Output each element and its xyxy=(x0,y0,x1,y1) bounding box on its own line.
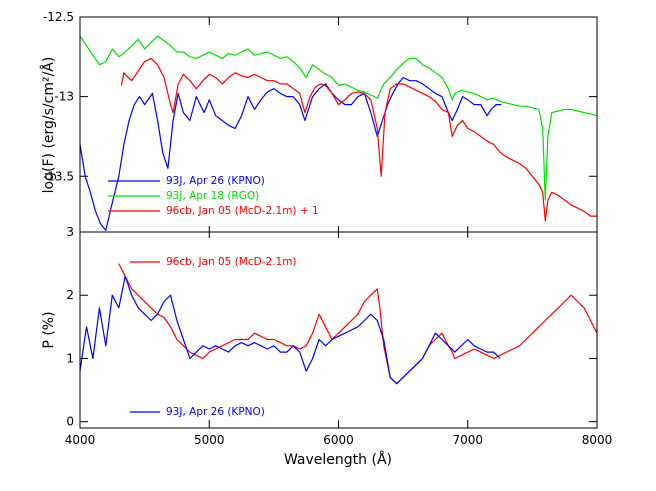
polarization-series-1 xyxy=(80,275,501,385)
xtick-label-1: 5000 xyxy=(194,433,225,447)
flux-ytick-label-1: -13 xyxy=(54,90,74,104)
polarization-ytick-label-2: 2 xyxy=(66,288,74,302)
xtick-label-3: 7000 xyxy=(452,433,483,447)
x-axis-label: Wavelength (Å) xyxy=(284,451,392,468)
flux-legend: 93J, Apr 26 (KPNO) 93J, Apr 18 (RGO) 96cb,… xyxy=(108,175,319,217)
flux-series-1 xyxy=(80,35,597,201)
flux-legend-label-1: 93J, Apr 18 (RGO) xyxy=(166,190,259,202)
polarization-ytick-label-3: 3 xyxy=(66,225,74,239)
top-y-axis-label: log(F) (erg/s/cm²/Å) xyxy=(40,57,57,194)
flux-series-group xyxy=(80,35,597,231)
polarization-series-group xyxy=(80,263,597,385)
polarization-panel: 96cb, Jan 05 (McD-2.1m) 93J, Apr 26 (KPNO… xyxy=(66,225,598,429)
flux-y-ticks: -12.5 -13 -13.5 xyxy=(43,10,597,183)
flux-legend-label-0: 93J, Apr 26 (KPNO) xyxy=(166,175,265,187)
flux-ytick-label-0: -12.5 xyxy=(43,10,74,24)
flux-series-2 xyxy=(120,57,597,222)
flux-series-0 xyxy=(80,76,502,231)
polarization-y-ticks: 0 1 2 3 xyxy=(66,225,597,429)
flux-legend-label-2: 96cb, Jan 05 (McD-2.1m) + 1 xyxy=(166,205,319,217)
polarization-ytick-label-1: 1 xyxy=(66,351,74,365)
flux-panel-frame xyxy=(79,16,598,233)
bottom-y-axis-label: P (%) xyxy=(41,311,57,348)
xtick-label-0: 4000 xyxy=(65,433,96,447)
polarization-series-0 xyxy=(118,263,597,385)
polarization-legend: 96cb, Jan 05 (McD-2.1m) 93J, Apr 26 (KPNO… xyxy=(130,256,297,418)
polarization-ytick-label-0: 0 xyxy=(66,415,74,429)
xtick-label-2: 6000 xyxy=(323,433,354,447)
xtick-label-4: 8000 xyxy=(582,433,613,447)
polarization-legend-label-0: 96cb, Jan 05 (McD-2.1m) xyxy=(166,256,297,268)
flux-panel: 93J, Apr 26 (KPNO) 93J, Apr 18 (RGO) 96cb,… xyxy=(43,10,598,233)
polarization-legend-label-1: 93J, Apr 26 (KPNO) xyxy=(166,406,265,418)
flux-ytick-label-2: -13.5 xyxy=(43,169,74,183)
x-axis-ticks: 4000 5000 6000 7000 8000 xyxy=(65,17,613,447)
